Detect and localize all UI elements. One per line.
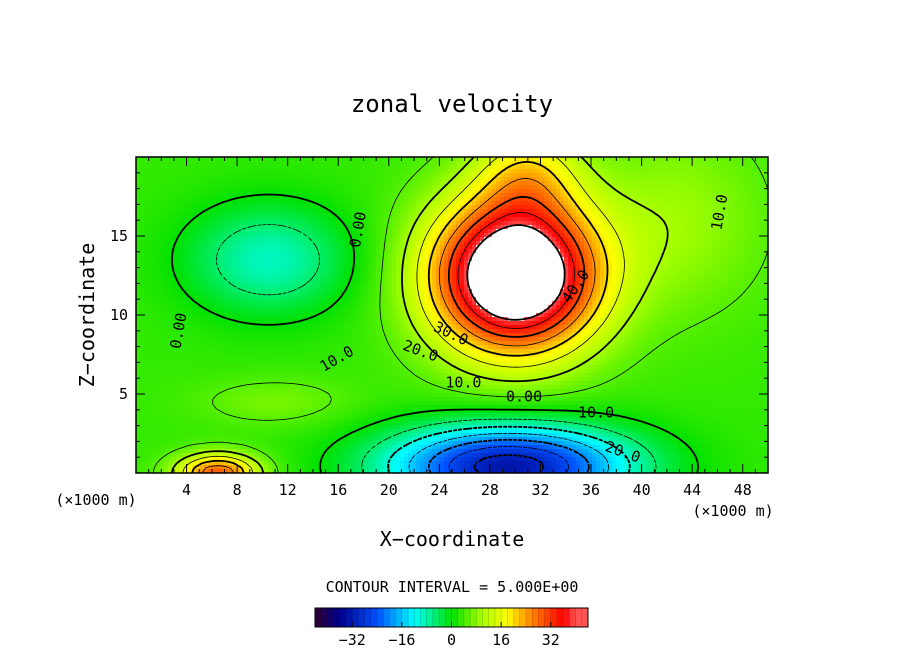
colorbar-step <box>569 608 577 627</box>
x-unit-right: (×1000 m) <box>692 502 773 520</box>
contour-interval-note: CONTOUR INTERVAL = 5.000E+00 <box>326 578 579 596</box>
colorbar-step <box>451 608 459 627</box>
colorbar-step <box>575 608 583 627</box>
contour-label: 10.0 <box>707 193 731 232</box>
colorbar-step <box>426 608 434 627</box>
colorbar-step <box>408 608 415 627</box>
colorbar-step <box>401 608 409 627</box>
colorbar-step <box>414 608 421 627</box>
x-tick-label: 48 <box>734 481 752 499</box>
x-tick-label: 32 <box>531 481 549 499</box>
y-tick-label: 15 <box>110 227 128 245</box>
colorbar-step <box>377 608 384 627</box>
colorbar-step <box>389 608 397 627</box>
x-tick-label: 44 <box>683 481 701 499</box>
contour-label: 0.00 <box>506 388 542 406</box>
x-unit-left: (×1000 m) <box>55 491 136 509</box>
contour-label: 0.00 <box>346 210 370 249</box>
colorbar-step <box>346 608 353 627</box>
contour-label: 0.00 <box>166 311 190 350</box>
contour-label: 10.0 <box>445 373 481 391</box>
contour-line <box>191 161 609 473</box>
colorbar-step <box>463 608 471 627</box>
colorbar-step <box>544 608 552 627</box>
colorbar-tick-label: −32 <box>339 631 366 649</box>
colorbar-step <box>482 608 490 627</box>
colorbar-step <box>550 608 558 627</box>
colorbar-step <box>532 608 539 627</box>
colorbar-step <box>476 608 484 627</box>
contour-line <box>408 433 610 473</box>
colorbar-step <box>457 608 465 627</box>
colorbar: −32 −16 0 16 32 <box>314 607 589 649</box>
plot-area: 0.000.0040.030.020.010.010.00.0010.020.0… <box>110 156 769 499</box>
colorbar-step <box>370 608 378 627</box>
colorbar-step <box>439 608 446 627</box>
colorbar-step <box>358 608 366 627</box>
x-tick-label: 28 <box>481 481 499 499</box>
x-tick-label: 40 <box>633 481 651 499</box>
contour-line <box>201 178 596 473</box>
contour-label: 10.0 <box>578 403 614 421</box>
y-tick-label: 10 <box>110 306 128 324</box>
x-tick-label: 16 <box>329 481 347 499</box>
x-tick-label: 36 <box>582 481 600 499</box>
colorbar-step <box>494 608 502 627</box>
colorbar-step <box>563 608 570 627</box>
contour-line <box>427 438 590 473</box>
contour-line <box>466 224 566 321</box>
contour-line <box>457 212 575 329</box>
velocity-field <box>136 157 768 473</box>
x-tick-label: 8 <box>233 481 242 499</box>
x-axis-ticks: 4 8 12 16 20 24 28 32 36 40 44 48 <box>148 157 756 499</box>
colorbar-step <box>519 608 527 627</box>
colorbar-tick-label: 16 <box>492 631 510 649</box>
colorbar-step <box>327 608 335 627</box>
contour-line <box>216 224 657 473</box>
colorbar-tick-label: 0 <box>447 631 456 649</box>
x-tick-label: 12 <box>279 481 297 499</box>
colorbar-step <box>420 608 428 627</box>
colorbar-step <box>507 608 515 627</box>
colorbar-step <box>445 608 452 627</box>
x-tick-label: 24 <box>430 481 448 499</box>
contour-line <box>152 157 768 473</box>
colorbar-ticks: −32 −16 0 16 32 <box>339 622 560 649</box>
colorbar-step <box>501 608 508 627</box>
colorbar-step <box>333 608 341 627</box>
colorbar-step <box>470 608 477 627</box>
colorbar-step <box>488 608 496 627</box>
x-tick-label: 20 <box>380 481 398 499</box>
contour-line <box>448 446 570 473</box>
colorbar-step <box>513 608 521 627</box>
colorbar-steps <box>314 608 589 627</box>
colorbar-step <box>321 608 328 627</box>
contour-line <box>170 157 669 473</box>
y-axis-label: Z−coordinate <box>75 243 99 388</box>
colorbar-step <box>395 608 403 627</box>
colorbar-step <box>525 608 533 627</box>
contour-line <box>182 157 625 473</box>
x-tick-label: 4 <box>182 481 191 499</box>
contour-line <box>447 195 586 338</box>
colorbar-step <box>556 608 564 627</box>
x-axis-label: X−coordinate <box>380 527 525 551</box>
colorbar-step <box>581 608 589 627</box>
colorbar-step <box>364 608 372 627</box>
colorbar-tick-label: −16 <box>388 631 415 649</box>
colorbar-step <box>339 608 347 627</box>
colorbar-step <box>315 608 322 627</box>
colorbar-step <box>352 608 359 627</box>
chart-title: zonal velocity <box>351 90 553 118</box>
colorbar-tick-label: 32 <box>542 631 560 649</box>
contour-line <box>171 193 699 473</box>
y-axis-ticks: 5 10 15 <box>110 172 768 458</box>
colorbar-step <box>432 608 440 627</box>
colorbar-step <box>538 608 546 627</box>
y-tick-label: 5 <box>119 385 128 403</box>
colorbar-step <box>383 608 390 627</box>
